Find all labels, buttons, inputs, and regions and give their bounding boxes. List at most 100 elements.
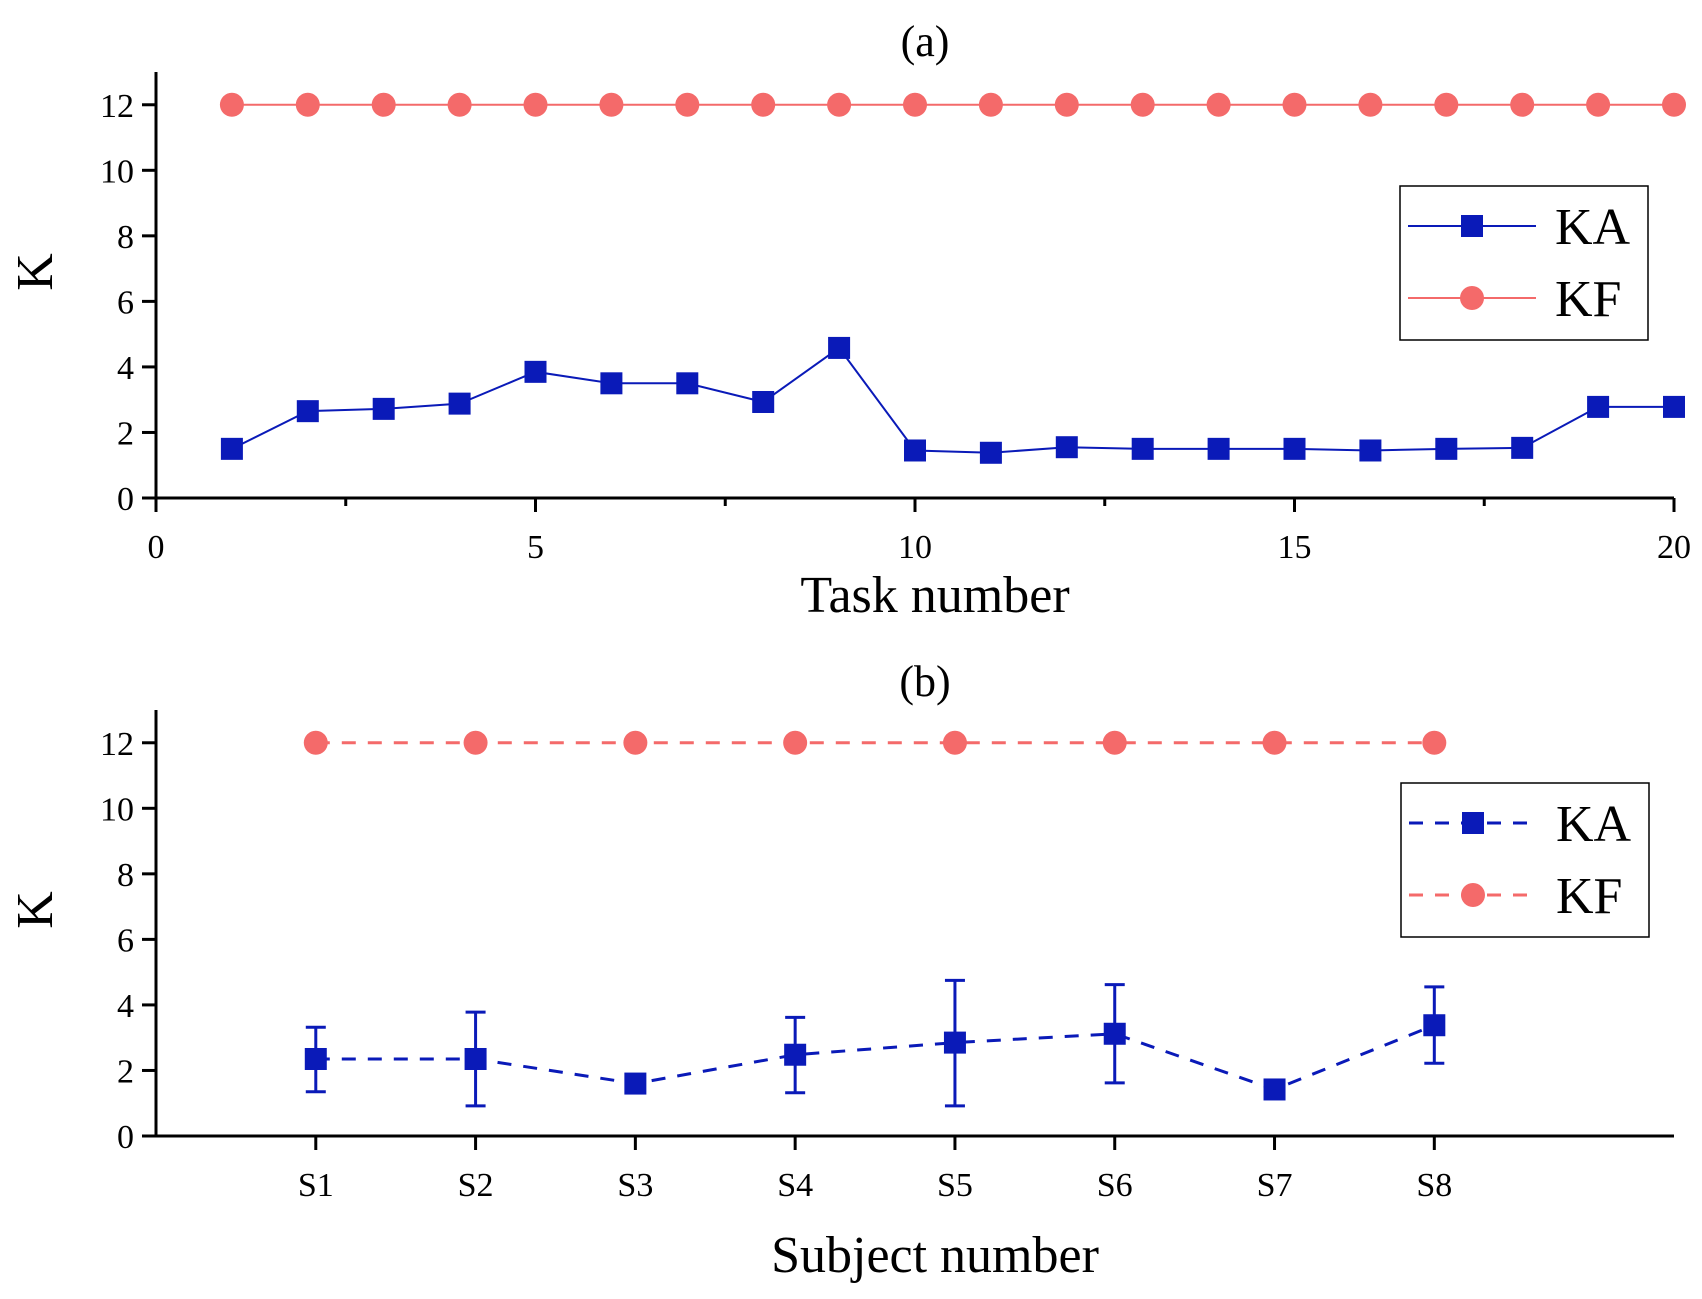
data-point-kf	[1434, 92, 1459, 117]
x-tick-label: S8	[1416, 1167, 1452, 1204]
data-point-ka	[828, 336, 851, 359]
legend-marker-ka	[1462, 812, 1484, 834]
legend-box	[1399, 185, 1649, 341]
legend-label-ka: KA	[1555, 199, 1631, 256]
legend-label-kf: KF	[1555, 271, 1621, 328]
y-axis-label: K	[7, 253, 64, 291]
data-point-ka	[1055, 436, 1078, 459]
x-tick-label: S3	[617, 1167, 653, 1204]
x-tick-label: 10	[898, 529, 932, 566]
data-point-ka	[943, 1031, 966, 1054]
legend-box	[1400, 782, 1650, 938]
data-point-kf	[1206, 92, 1231, 117]
legend-marker-kf	[1460, 286, 1484, 310]
x-tick-label: S2	[458, 1167, 494, 1204]
data-point-ka	[1103, 1022, 1126, 1045]
y-tick-label: 0	[117, 1119, 134, 1156]
data-point-kf	[623, 730, 648, 755]
data-point-ka	[784, 1043, 807, 1066]
panel-b: (b) 0 2 4 6 8 10 12 S1 S2 S3 S4 S5 S6 S7 S8 Subject numb…	[7, 657, 1674, 1284]
y-tick-label: 4	[117, 988, 134, 1025]
x-tick-label: 5	[527, 529, 544, 566]
data-point-ka	[1423, 1014, 1446, 1037]
data-point-ka	[676, 372, 699, 395]
data-point-kf	[827, 92, 852, 117]
data-point-ka	[624, 1072, 647, 1095]
data-point-kf	[463, 730, 488, 755]
x-tick-label: 15	[1278, 529, 1312, 566]
data-point-ka	[904, 439, 926, 462]
data-point-kf	[523, 92, 548, 117]
y-tick-label: 6	[117, 284, 134, 321]
data-point-kf	[783, 730, 808, 755]
data-point-ka	[1283, 437, 1306, 460]
legend: KA KF	[1399, 185, 1649, 341]
data-point-kf	[675, 92, 700, 117]
chart-title: (b)	[899, 657, 950, 706]
data-point-kf	[447, 92, 472, 117]
x-axis-label: Subject number	[771, 1227, 1099, 1284]
x-tick-label: 0	[148, 529, 165, 566]
x-axis-label: Task number	[800, 567, 1069, 624]
data-point-ka	[1131, 437, 1154, 460]
y-tick-label: 4	[117, 350, 134, 387]
x-tick-label: S4	[777, 1167, 813, 1204]
data-point-kf	[1358, 92, 1383, 117]
data-point-ka	[600, 372, 623, 395]
data-point-kf	[295, 92, 320, 117]
chart-title: (a)	[901, 17, 950, 66]
x-tick-label: S5	[937, 1167, 973, 1204]
data-point-kf	[1130, 92, 1155, 117]
data-point-ka	[524, 360, 547, 383]
y-tick-label: 2	[117, 1053, 134, 1090]
data-point-kf	[903, 92, 927, 117]
data-point-ka	[464, 1047, 487, 1070]
data-point-kf	[1102, 730, 1127, 755]
series-line-ka	[231, 346, 1674, 454]
y-tick-label: 10	[100, 791, 134, 828]
data-point-ka	[1663, 395, 1685, 418]
data-point-ka	[372, 397, 395, 420]
data-point-ka	[979, 441, 1002, 464]
data-point-ka	[1587, 395, 1610, 418]
legend-label-ka: KA	[1556, 796, 1632, 853]
y-tick-label: 12	[100, 726, 134, 763]
data-point-ka	[1435, 437, 1458, 460]
data-point-ka	[752, 390, 775, 413]
data-point-kf	[978, 92, 1003, 117]
x-tick-label: S7	[1257, 1167, 1293, 1204]
y-tick-label: 2	[117, 415, 134, 452]
data-point-ka	[1207, 437, 1230, 460]
data-point-ka	[1359, 439, 1382, 462]
x-tick-label: S6	[1097, 1167, 1133, 1204]
data-point-kf	[942, 730, 967, 755]
data-point-kf	[599, 92, 624, 117]
data-point-kf	[1662, 92, 1686, 117]
data-point-kf	[1262, 730, 1287, 755]
y-tick-label: 12	[100, 88, 134, 125]
data-point-ka	[1511, 436, 1534, 459]
data-point-kf	[1586, 92, 1611, 117]
data-point-kf	[1510, 92, 1535, 117]
data-point-kf	[371, 92, 396, 117]
legend-label-kf: KF	[1556, 868, 1622, 925]
y-tick-label: 10	[100, 153, 134, 190]
data-point-ka	[296, 400, 319, 423]
y-tick-label: 8	[117, 857, 134, 894]
y-tick-label: 6	[117, 922, 134, 959]
y-tick-label: 8	[117, 219, 134, 256]
legend-marker-ka	[1461, 215, 1483, 237]
series-line-ka	[315, 1023, 1435, 1092]
x-tick-label: S1	[298, 1167, 334, 1204]
data-point-ka	[220, 437, 243, 460]
data-point-ka	[1263, 1078, 1286, 1101]
y-axis-label: K	[7, 891, 64, 929]
data-point-ka	[304, 1047, 327, 1070]
data-point-kf	[1422, 730, 1447, 755]
legend-marker-kf	[1461, 883, 1485, 907]
data-point-kf	[1282, 92, 1307, 117]
legend: KA KF	[1400, 782, 1650, 938]
data-point-kf	[751, 92, 776, 117]
x-tick-label: 20	[1657, 529, 1691, 566]
